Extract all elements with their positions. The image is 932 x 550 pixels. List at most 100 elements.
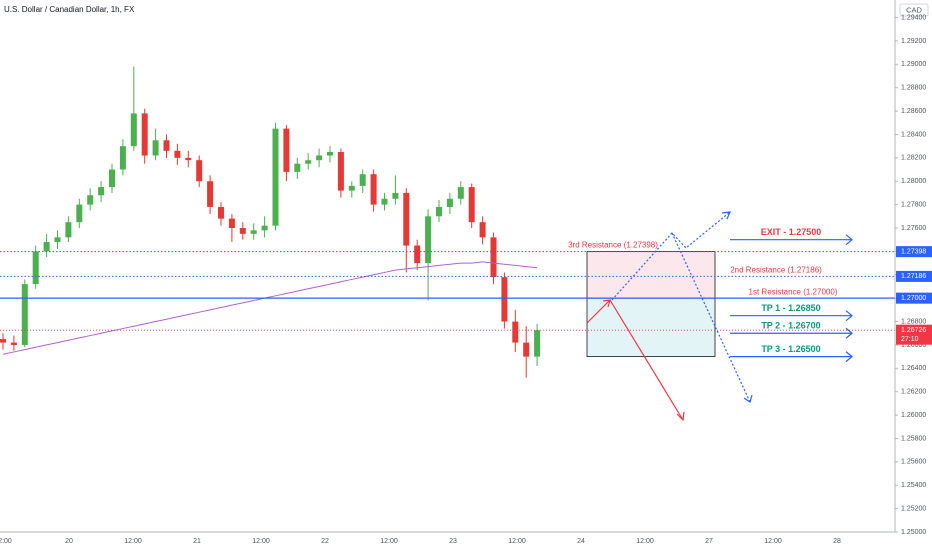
level-tag (896, 292, 932, 304)
y-tick-label: 1.26000 (901, 412, 926, 419)
candle-body (239, 228, 246, 234)
y-tick-label: 1.29000 (901, 61, 926, 68)
candle-body (534, 330, 541, 357)
x-tick-label: 12:00 (636, 538, 654, 545)
x-tick-label: 27 (705, 538, 713, 545)
target-arrow-head (845, 327, 853, 339)
candle-body (414, 245, 421, 264)
candle-body (119, 146, 126, 170)
red-arrow-down (609, 299, 684, 421)
x-tick-label: 12:00 (508, 538, 526, 545)
candle-body (327, 152, 333, 156)
candle-body (403, 192, 410, 246)
candle-body (65, 222, 72, 238)
x-tick-label: 12:00 (252, 538, 270, 545)
candle-body (337, 152, 344, 191)
candle-body (261, 225, 268, 231)
zone (586, 297, 716, 358)
currency-box (899, 3, 929, 17)
x-tick-label: 23 (449, 538, 457, 545)
target-arrow-head (845, 310, 853, 322)
candle-body (457, 187, 464, 199)
candle-body (501, 277, 508, 322)
target-arrow-head (845, 351, 853, 363)
candle-body (436, 206, 442, 217)
candle-body (87, 195, 94, 205)
candle-body (305, 160, 312, 164)
arrow-head (743, 394, 753, 403)
level-tag (896, 246, 932, 258)
target-arrow-head (845, 234, 853, 246)
arrow-head (676, 411, 685, 422)
chart-title: U.S. Dollar / Canadian Dollar, 1h, FX (4, 5, 135, 14)
y-tick-label: 1.27600 (901, 225, 926, 232)
candle-body (228, 218, 235, 228)
x-tick-label: 12:00 (764, 538, 782, 545)
y-tick-label: 1.27800 (901, 201, 926, 208)
candle-body (43, 242, 50, 252)
x-tick-label: 24 (577, 538, 585, 545)
candle-body (196, 160, 203, 182)
target-label: TP 2 - 1.26700 (761, 321, 820, 331)
blue-dotted-path (611, 211, 731, 301)
trade-drawings (586, 211, 753, 422)
candle-body (152, 140, 159, 156)
level-tag-label: 1.27398 (901, 248, 926, 255)
y-tick-label: 1.28600 (901, 108, 926, 115)
y-tick-label: 1.25600 (901, 459, 926, 466)
candle-body (98, 187, 105, 196)
candle-body (370, 174, 377, 205)
currency: CAD (906, 5, 922, 14)
x-tick-label: 12:00 (124, 538, 142, 545)
y-tick-label: 1.26200 (901, 389, 926, 396)
y-tick-label: 1.25200 (901, 505, 926, 512)
candle-body (218, 206, 224, 219)
x-tick-label: 22 (321, 538, 329, 545)
candle-body (207, 181, 214, 207)
y-tick-label: 1.26800 (901, 318, 926, 325)
candle-body (21, 284, 28, 345)
candle-body (54, 237, 61, 243)
blue-dotted-down (671, 232, 751, 403)
candle-body (446, 198, 453, 207)
candle-body (479, 222, 486, 238)
candle-body (348, 185, 355, 191)
candle-body (468, 187, 475, 223)
candle-body (32, 251, 39, 285)
target-label: TP 1 - 1.26850 (761, 303, 820, 313)
y-tick-label: 1.26400 (901, 365, 926, 372)
candle-body (76, 204, 83, 223)
candle-body (425, 216, 432, 264)
candle-body (0, 339, 6, 343)
candle-body (109, 169, 115, 188)
level-tag (896, 270, 932, 282)
candle-body (10, 342, 17, 345)
level-text: 1st Resistance (1.27000) (749, 287, 838, 296)
y-tick-label: 1.25800 (901, 435, 926, 442)
y-tick-label: 1.28800 (901, 85, 926, 92)
candle-body (512, 321, 519, 343)
level-text: 3rd Resistance (1.27398) (568, 241, 658, 250)
candle-body (185, 157, 192, 161)
y-tick-label: 1.28000 (901, 178, 926, 185)
current-price-label: 1.26726 (901, 327, 926, 334)
zone (586, 251, 716, 299)
candle-body (283, 128, 290, 172)
level-tag-label: 1.27000 (901, 295, 926, 302)
candle-body (490, 237, 497, 278)
candle-body (523, 342, 530, 357)
candle-body (272, 128, 279, 226)
red-arrow-up (586, 299, 611, 324)
y-tick-label: 1.26600 (901, 342, 926, 349)
candle-body (359, 174, 366, 186)
x-tick-label: 12:00 (380, 538, 398, 545)
candle-body (141, 113, 148, 156)
candle-body (250, 230, 257, 234)
x-tick-label: 21 (193, 538, 201, 545)
moving-average (2, 261, 538, 355)
y-tick-label: 1.25400 (901, 482, 926, 489)
y-tick-label: 1.29200 (901, 38, 926, 45)
